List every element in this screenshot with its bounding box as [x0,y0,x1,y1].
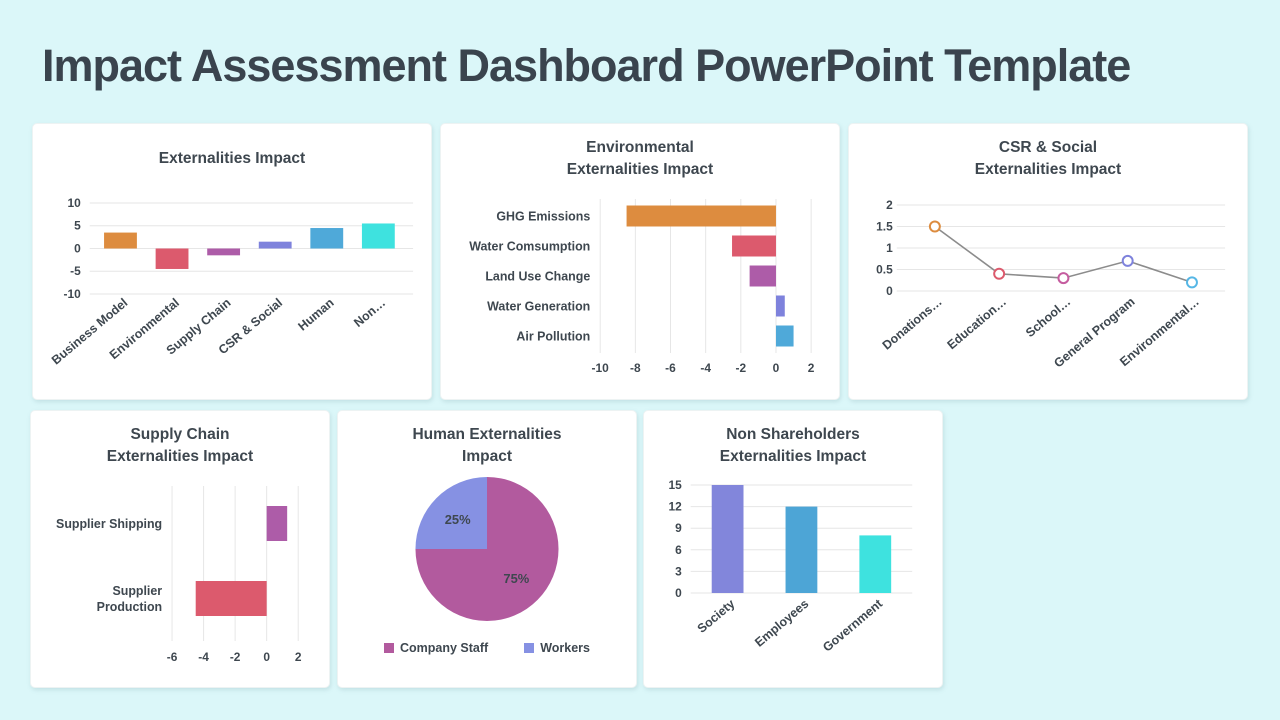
y-axis-tick-label: -5 [70,264,81,278]
human-externalities-card: Human Externalities Impact 75% 25% Compan… [337,410,637,688]
category-label: Non… [351,296,388,330]
data-point-marker [993,267,1006,280]
x-axis-tick-label: 0 [263,650,270,664]
x-axis-tick-label: -4 [198,650,209,664]
bar [361,223,395,249]
chart-title: CSR & Social Externalities Impact [974,139,1122,178]
y-axis-tick-label: 0 [675,586,682,600]
x-axis-tick-label: -6 [167,650,178,664]
human-externalities-pie-chart: 75% 25% [415,477,559,621]
y-axis-tick-label: 10 [67,196,81,210]
bar [775,295,785,317]
bar [775,325,794,347]
non-shareholders-externalities-card: Non Shareholders Externalities Impact 15… [643,410,943,688]
y-axis-tick-label: 0 [886,284,893,298]
non-shareholders-bar-chart: 15 12 9 6 3 0 Society Employees Government [668,478,913,655]
category-label: Water Comsumption [469,239,590,253]
x-axis-tick-label: -2 [736,361,747,375]
chart-title: Non Shareholders Externalities Impact [719,426,867,465]
data-label: 25% [445,512,471,527]
bar [785,506,818,593]
x-axis-tick-label: -10 [592,361,610,375]
x-axis-tick-label: -2 [230,650,241,664]
category-label: Human [295,296,336,334]
bar [310,228,344,249]
data-point-marker [1186,276,1198,289]
pie-slice [415,477,559,621]
data-point-marker [928,220,941,233]
legend-label: Workers [540,641,590,655]
bar [207,248,241,256]
y-axis-tick-label: 1 [886,241,893,255]
data-label: 75% [503,571,529,586]
bar [155,248,189,269]
supply-chain-hbar-chart: -6 -4 -2 0 2 Supplier Shipping Supplier Product… [56,486,302,664]
y-axis-tick-label: 2 [886,198,893,212]
bar [749,265,776,287]
category-label: Employees [752,597,811,650]
category-label: School… [1023,295,1073,341]
environmental-externalities-hbar-chart: -10 -8 -6 -4 -2 0 2 GHG Emissions Water Comsumpt… [469,199,815,375]
y-axis-tick-label: 9 [675,521,682,535]
bar [711,485,744,593]
data-point-marker [1121,254,1134,267]
bar [626,205,776,227]
y-axis-tick-label: 0.5 [876,262,893,276]
pie-slice [415,477,487,549]
legend-swatch [384,643,394,653]
bar [732,235,776,257]
bar [859,535,892,593]
y-axis-tick-label: 5 [74,219,81,233]
y-axis-tick-label: -10 [63,287,81,301]
x-axis-tick-label: -4 [700,361,711,375]
category-label: Supplier Production [97,584,163,614]
externalities-impact-card: Externalities Impact 10 5 0 -5 -10 Business M… [32,123,432,400]
y-axis-tick-label: 0 [74,241,81,255]
y-axis-tick-label: 3 [675,564,682,578]
category-label: GHG Emissions [496,209,590,223]
chart-title: Environmental Externalities Impact [566,139,714,178]
bar [258,241,292,249]
csr-social-externalities-card: CSR & Social Externalities Impact 2 1.5 1 0… [848,123,1248,400]
category-label: Donations… [880,295,945,353]
bar [195,581,267,616]
category-label: Society [695,596,738,635]
y-axis-tick-label: 15 [668,478,682,492]
y-axis-tick-label: 12 [668,500,682,514]
x-axis-tick-label: -8 [630,361,641,375]
legend-swatch [524,643,535,653]
x-axis-tick-label: 2 [295,650,302,664]
y-axis-tick-label: 1.5 [876,219,893,233]
bar [266,506,288,541]
page-title: Impact Assessment Dashboard PowerPoint T… [42,40,1131,91]
category-label: Government [820,597,885,655]
category-label: Land Use Change [485,269,590,283]
chart-title: Human Externalities Impact [412,426,562,465]
supply-chain-externalities-card: Supply Chain Externalities Impact -6 -4 -2… [30,410,330,688]
chart-title: Externalities Impact [158,150,306,168]
category-label: Education… [945,295,1009,353]
x-axis-tick-label: 2 [808,361,815,375]
y-axis-tick-label: 6 [675,543,682,557]
category-label: Air Pollution [516,329,590,343]
data-point-marker [1057,272,1070,285]
environmental-externalities-card: Environmental Externalities Impact -10 -8… [440,123,840,400]
pie-legend: Company Staff Workers [338,641,636,655]
chart-title: Supply Chain Externalities Impact [106,426,254,465]
legend-item-company-staff: Company Staff [384,641,488,655]
x-axis-tick-label: 0 [773,361,780,375]
legend-label: Company Staff [400,641,489,655]
category-label: Supplier Shipping [56,517,162,531]
legend-item-workers: Workers [524,641,590,655]
bar [104,232,137,249]
x-axis-tick-label: -6 [665,361,676,375]
category-label: Water Generation [487,299,590,313]
